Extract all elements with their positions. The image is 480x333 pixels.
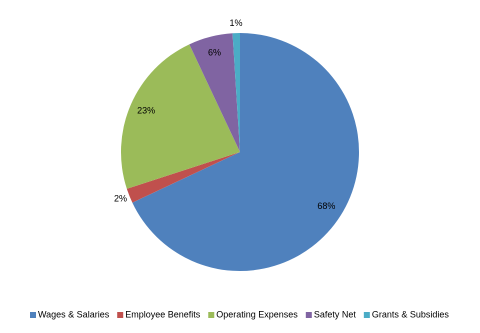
pie-slice	[121, 44, 240, 189]
legend-label: Safety Net	[314, 309, 357, 319]
pie-slice	[189, 33, 240, 152]
pie-slice	[126, 152, 240, 203]
data-label: 1%	[229, 18, 242, 28]
pie: 68% 2% 23% 6% 1%	[114, 18, 359, 271]
legend-swatch	[208, 312, 215, 318]
legend-swatch	[305, 312, 312, 318]
data-label: 2%	[114, 194, 127, 204]
pie-slice	[232, 33, 240, 152]
legend-swatch	[117, 312, 124, 318]
legend: Wages & Salaries Employee Benefits Operati…	[30, 309, 449, 319]
pie-slice	[132, 33, 359, 271]
legend-swatch	[363, 312, 370, 318]
legend-label: Operating Expenses	[216, 309, 298, 319]
data-label: 23%	[137, 106, 155, 116]
legend-swatch	[30, 312, 36, 318]
legend-label: Grants & Subsidies	[372, 309, 450, 319]
legend-label: Wages & Salaries	[38, 309, 110, 319]
data-label: 6%	[208, 47, 221, 57]
legend-label: Employee Benefits	[125, 309, 201, 319]
data-label: 68%	[317, 201, 335, 211]
